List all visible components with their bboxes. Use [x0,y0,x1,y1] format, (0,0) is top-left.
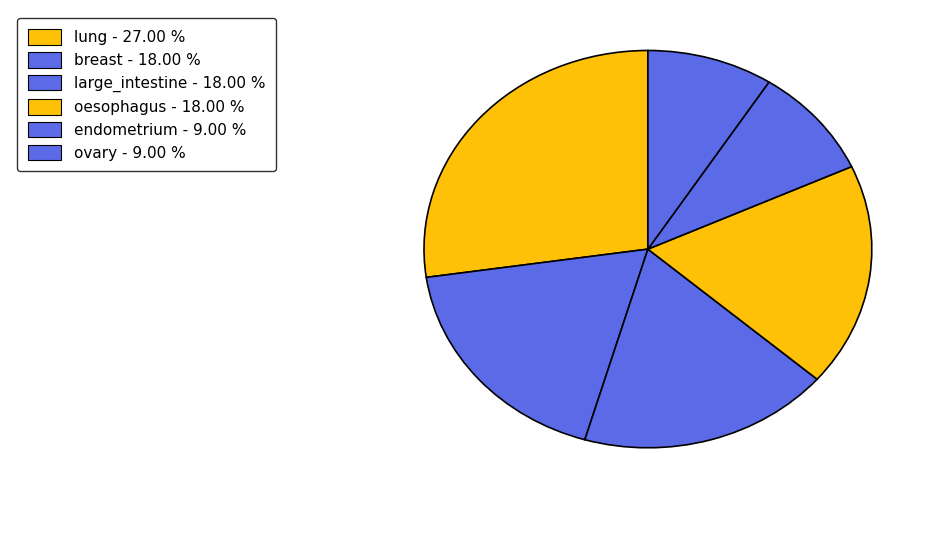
Legend: lung - 27.00 %, breast - 18.00 %, large_intestine - 18.00 %, oesophagus - 18.00 : lung - 27.00 %, breast - 18.00 %, large_… [17,18,276,171]
Wedge shape [648,51,769,249]
Wedge shape [424,51,648,278]
Wedge shape [585,249,817,448]
Wedge shape [648,167,871,379]
Wedge shape [426,249,648,440]
Wedge shape [648,82,852,249]
